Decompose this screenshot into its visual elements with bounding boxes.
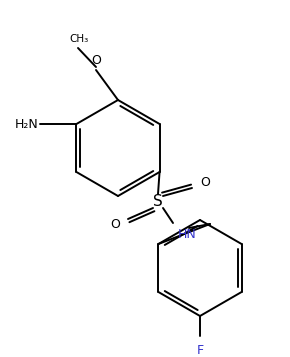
Text: HN: HN — [178, 228, 197, 241]
Text: O: O — [110, 217, 120, 231]
Text: CH₃: CH₃ — [69, 34, 89, 44]
Text: S: S — [153, 195, 163, 210]
Text: O: O — [200, 176, 210, 190]
Text: F: F — [196, 344, 204, 357]
Text: H₂N: H₂N — [15, 117, 39, 131]
Text: O: O — [91, 54, 101, 67]
